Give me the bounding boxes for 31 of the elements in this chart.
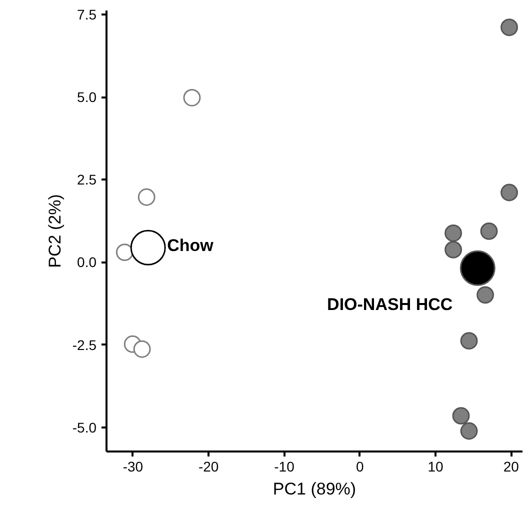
x-tick-label: -10 bbox=[274, 458, 295, 474]
point bbox=[133, 340, 151, 358]
point bbox=[452, 407, 470, 425]
point bbox=[460, 332, 478, 350]
point bbox=[480, 222, 498, 240]
y-tick-label: 0.0 bbox=[77, 254, 97, 270]
point bbox=[460, 250, 496, 286]
point bbox=[460, 422, 478, 440]
y-axis-title: PC2 (2%) bbox=[45, 194, 64, 268]
y-tick-label: -2.5 bbox=[72, 336, 97, 353]
y-tick-label: 5.0 bbox=[77, 89, 97, 106]
point bbox=[500, 184, 518, 202]
point bbox=[444, 224, 462, 242]
y-tick-label: -5.0 bbox=[72, 419, 97, 436]
series-label: Chow bbox=[167, 236, 214, 256]
x-axis-title: PC1 (89%) bbox=[272, 480, 356, 498]
y-tick-label: 2.5 bbox=[77, 172, 97, 188]
x-tick-label: -30 bbox=[122, 458, 144, 474]
y-tick-label: 7.5 bbox=[77, 6, 97, 22]
point bbox=[116, 244, 134, 262]
point bbox=[130, 230, 166, 266]
x-tick-label: 20 bbox=[503, 458, 520, 474]
point bbox=[183, 89, 201, 106]
point bbox=[476, 286, 494, 304]
point bbox=[500, 18, 518, 36]
point bbox=[444, 240, 462, 258]
series-label: DIO-NASH HCC bbox=[327, 295, 453, 314]
point bbox=[138, 188, 156, 206]
x-tick-label: 0 bbox=[356, 458, 364, 474]
x-tick-label: -20 bbox=[198, 458, 219, 474]
x-tick-label: 10 bbox=[428, 458, 444, 474]
